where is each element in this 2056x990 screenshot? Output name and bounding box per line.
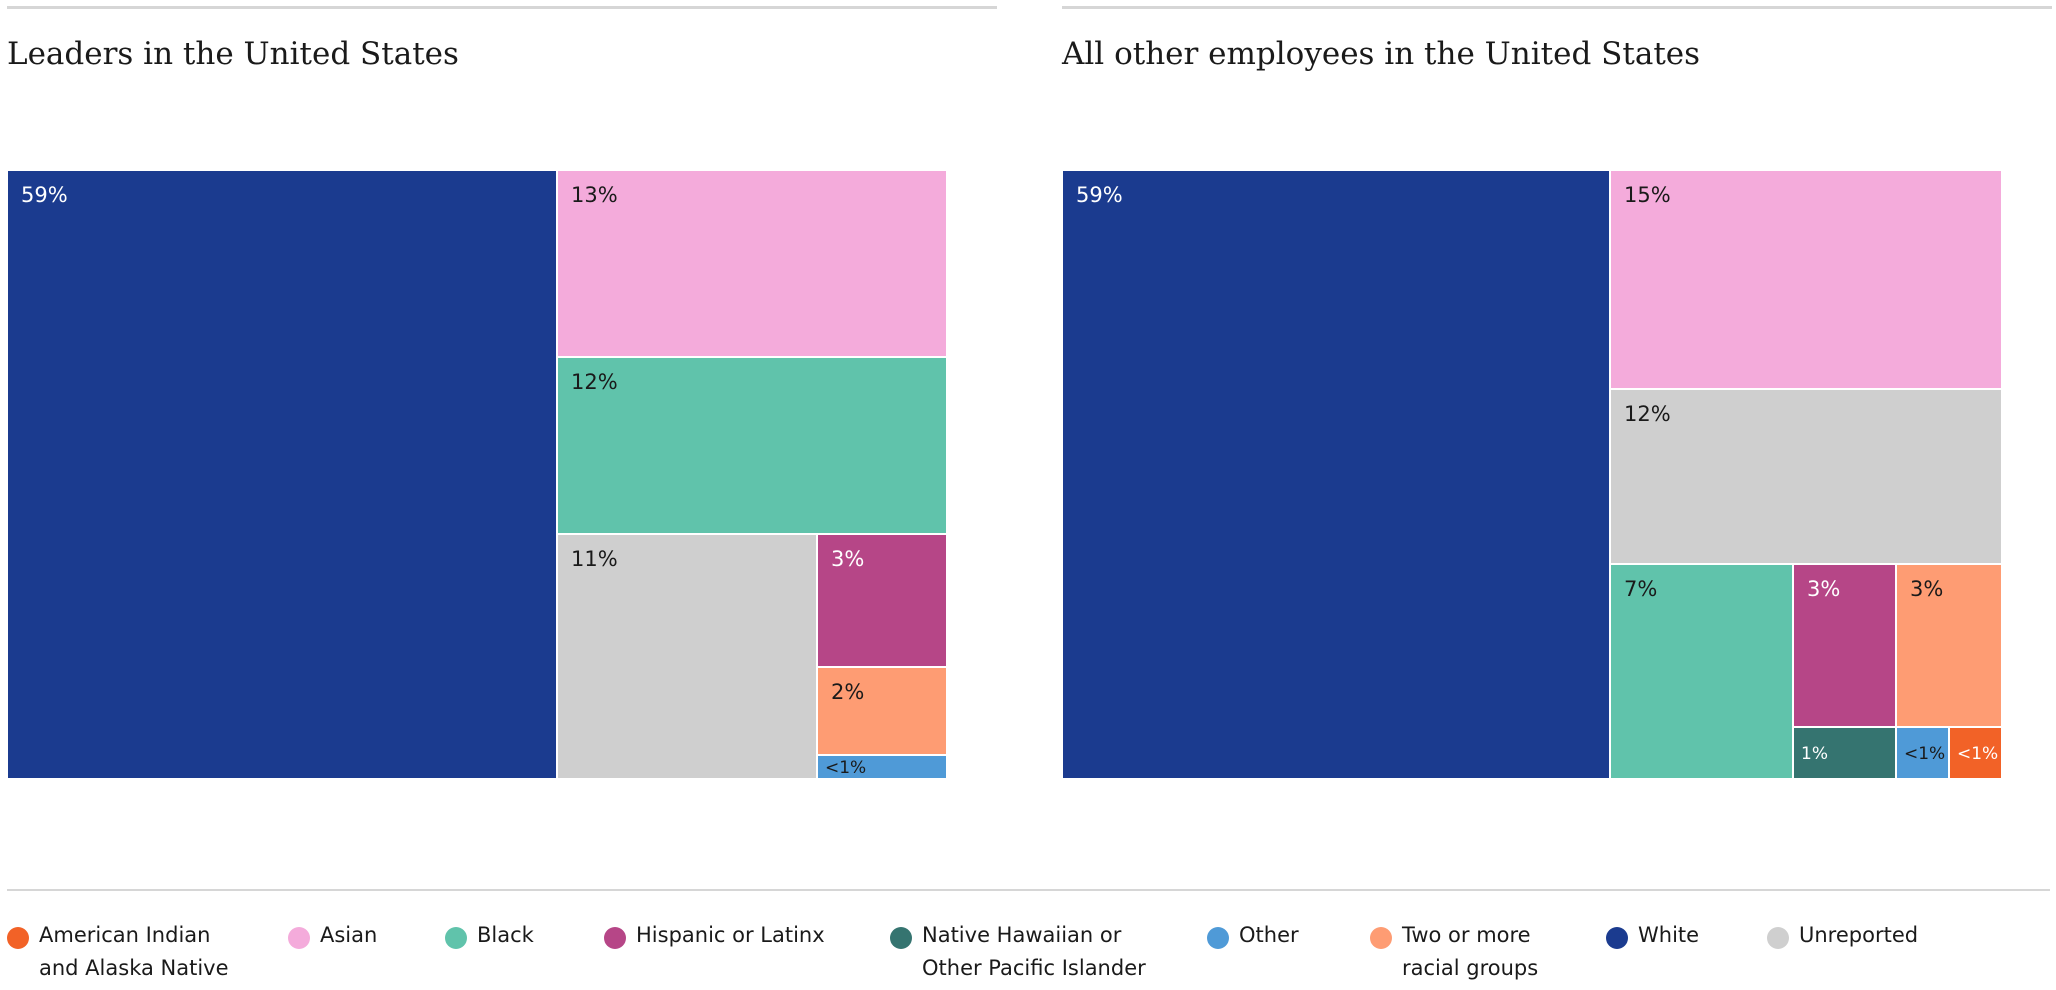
treemap-label-two-or-more-racial-groups: 2% bbox=[831, 680, 864, 704]
treemap-label-hispanic-or-latinx: 3% bbox=[1807, 577, 1840, 601]
legend-label: Other bbox=[1239, 923, 1299, 947]
treemap-label-unreported: 11% bbox=[571, 547, 618, 571]
legend-item-two-or-more-racial-groups: Two or more racial groups bbox=[1370, 923, 1538, 985]
legend-item-unreported: Unreported bbox=[1767, 923, 1918, 952]
treemap-label-asian: 13% bbox=[571, 183, 618, 207]
panel-top-rule bbox=[1062, 6, 2052, 9]
legend-item-black: Black bbox=[445, 923, 534, 952]
legend-swatch bbox=[445, 927, 467, 949]
treemap-label-asian: 15% bbox=[1624, 183, 1671, 207]
treemap-cell-black bbox=[556, 356, 948, 535]
treemap-cell-american-indian-and-alaska-native bbox=[1948, 726, 2003, 780]
legend-swatch bbox=[604, 927, 626, 949]
legend-label: Asian bbox=[320, 923, 378, 947]
treemap-label-american-indian-and-alaska-native: <1% bbox=[1957, 744, 1998, 764]
treemap-label-two-or-more-racial-groups: 3% bbox=[1910, 577, 1943, 601]
employees-treemap-svg: 59% 15% 12% 7% 3% 3% 1% <1% <1% bbox=[1061, 169, 2003, 780]
legend-swatch bbox=[1370, 927, 1392, 949]
treemap-cell-other bbox=[816, 754, 948, 780]
treemap-cell-hispanic-or-latinx bbox=[1792, 563, 1897, 728]
legend-swatch bbox=[7, 927, 29, 949]
leaders-chart-title: Leaders in the United States bbox=[7, 36, 459, 72]
treemap-cell-white bbox=[1061, 169, 1611, 780]
legend-divider bbox=[7, 889, 2050, 891]
treemap-cell-unreported bbox=[1609, 388, 2003, 565]
employees-chart-title: All other employees in the United States bbox=[1062, 36, 1701, 72]
legend-label: Two or more racial groups bbox=[1402, 923, 1539, 980]
legend-swatch bbox=[1207, 927, 1229, 949]
legend-swatch bbox=[890, 927, 912, 949]
treemap-label-black: 12% bbox=[571, 370, 618, 394]
treemap-label-hispanic-or-latinx: 3% bbox=[831, 547, 864, 571]
employees-treemap: 59% 15% 12% 7% 3% 3% 1% <1% <1% bbox=[1061, 169, 2003, 780]
legend-item-american-indian-and-alaska-native: American Indian and Alaska Native bbox=[7, 923, 229, 985]
legend-item-other: Other bbox=[1207, 923, 1299, 952]
legend-label: White bbox=[1638, 923, 1700, 947]
legend-label: Black bbox=[477, 923, 534, 947]
legend-label: American Indian and Alaska Native bbox=[39, 923, 229, 980]
legend-swatch bbox=[1767, 927, 1789, 949]
legend-item-native-hawaiian-or-other-pacific-islander: Native Hawaiian or Other Pacific Islande… bbox=[890, 923, 1146, 985]
treemap-label-white: 59% bbox=[1076, 183, 1123, 207]
panel-top-rule bbox=[7, 6, 997, 9]
treemap-cell-two-or-more-racial-groups bbox=[1895, 563, 2003, 728]
treemap-cell-two-or-more-racial-groups bbox=[816, 666, 948, 756]
legend-item-white: White bbox=[1606, 923, 1699, 952]
treemap-label-other: <1% bbox=[1904, 744, 1945, 764]
treemap-label-other: <1% bbox=[825, 758, 866, 778]
leaders-treemap: 59% 13% 12% 11% 3% 2% <1% bbox=[6, 169, 948, 780]
treemap-label-unreported: 12% bbox=[1624, 402, 1671, 426]
legend-swatch bbox=[1606, 927, 1628, 949]
treemap-cell-native-hawaiian-or-other-pacific-islander bbox=[1792, 726, 1897, 780]
legend: American Indian and Alaska Native Asian Bl… bbox=[7, 923, 2050, 990]
treemap-cell-other bbox=[1895, 726, 1950, 780]
leaders-treemap-svg: 59% 13% 12% 11% 3% 2% <1% bbox=[6, 169, 948, 780]
treemap-cell-asian bbox=[1609, 169, 2003, 390]
treemap-cell-asian bbox=[556, 169, 948, 358]
treemap-label-white: 59% bbox=[21, 183, 68, 207]
treemap-cell-black bbox=[1609, 563, 1794, 780]
treemap-cell-white bbox=[6, 169, 558, 780]
treemap-label-native-hawaiian-or-other-pacific-islander: 1% bbox=[1801, 744, 1828, 764]
treemap-label-black: 7% bbox=[1624, 577, 1657, 601]
treemap-cell-hispanic-or-latinx bbox=[816, 533, 948, 668]
legend-label: Hispanic or Latinx bbox=[636, 923, 825, 947]
legend-label: Unreported bbox=[1799, 923, 1919, 947]
legend-swatch bbox=[288, 927, 310, 949]
legend-label: Native Hawaiian or Other Pacific Islande… bbox=[922, 923, 1146, 980]
legend-item-hispanic-or-latinx: Hispanic or Latinx bbox=[604, 923, 825, 952]
legend-item-asian: Asian bbox=[288, 923, 377, 952]
